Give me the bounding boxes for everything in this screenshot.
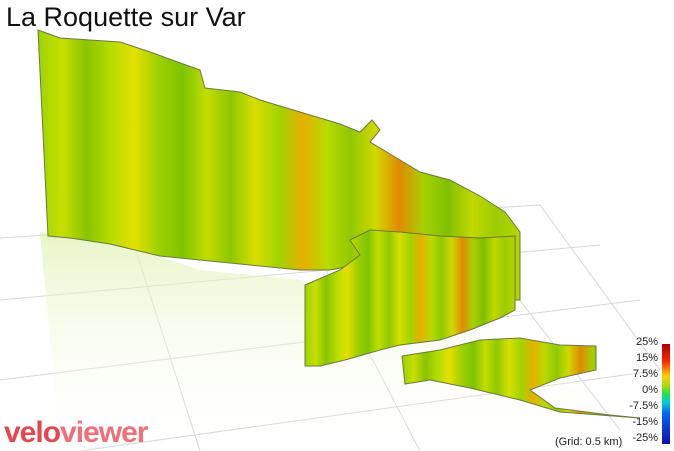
legend-label: 7.5%: [632, 368, 658, 380]
legend-label: 25%: [635, 336, 658, 348]
legend-label: -7.5%: [629, 400, 658, 412]
logo-part-viewer: viewer: [60, 416, 148, 449]
grid-scale-note: (Grid: 0.5 km): [555, 436, 623, 448]
profile-ridge-front: [401, 337, 641, 419]
gradient-colorbar: [662, 344, 670, 444]
legend-label: -25%: [632, 432, 658, 444]
legend-label: -15%: [632, 416, 658, 428]
profile-ridge-middle: [304, 229, 516, 367]
veloviewer-logo: veloviewer: [4, 416, 148, 450]
logo-part-velo: velo: [4, 416, 61, 449]
page-title: La Roquette sur Var: [6, 2, 246, 32]
legend-label: 0%: [642, 384, 658, 396]
legend-label: 15%: [635, 352, 658, 364]
gradient-legend: 25% 15% 7.5% 0% -7.5% -15% -25%: [622, 336, 674, 451]
